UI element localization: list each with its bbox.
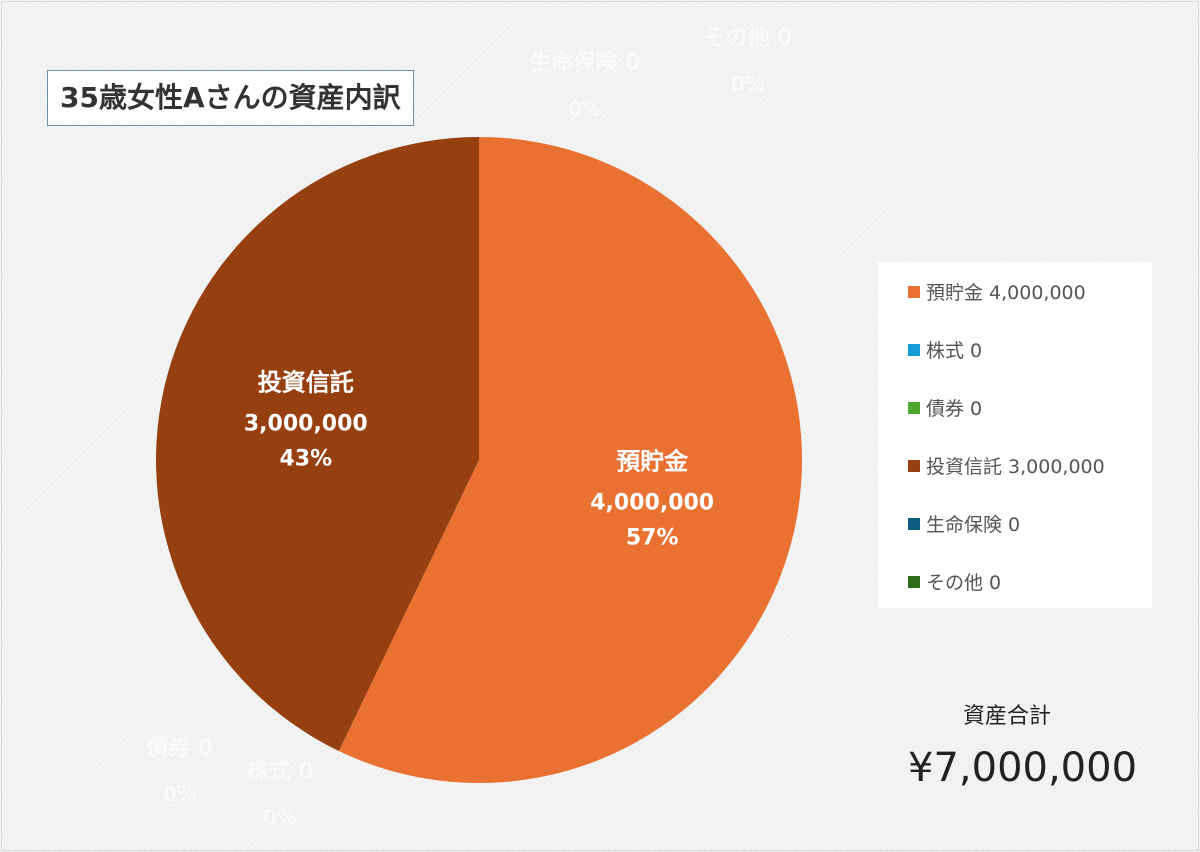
zero-slice-label: 債券 0: [146, 735, 214, 761]
zero-slice-label: 生命保険 0: [530, 50, 641, 76]
legend-item: 株式 0: [908, 336, 982, 363]
legend-item: 生命保険 0: [908, 510, 1020, 537]
zero-slice-percent: 0%: [263, 805, 297, 829]
legend-label: 預貯金 4,000,000: [926, 282, 1086, 304]
legend: 預貯金 4,000,000 株式 0 債券 0 投資信託 3,000,000 生命保険 …: [878, 262, 1152, 608]
slice-percent: 57%: [626, 526, 679, 551]
legend-item: その他 0: [908, 568, 1001, 595]
legend-swatch: [908, 459, 920, 472]
slice-percent: 43%: [279, 446, 332, 471]
slice-value: 3,000,000: [244, 411, 368, 436]
legend-item: 債券 0: [908, 394, 982, 421]
pie-slice-0: [338, 137, 803, 783]
slice-value: 4,000,000: [590, 491, 714, 516]
legend-swatch: [908, 575, 920, 588]
zero-slice-label: 株式 0: [247, 759, 314, 784]
zero-slice-percent: 0%: [163, 782, 197, 806]
legend-swatch: [908, 343, 920, 356]
total-value: ¥7,000,000: [908, 745, 1138, 791]
legend-label: 投資信託 3,000,000: [926, 456, 1105, 478]
slice-label: 投資信託: [258, 368, 354, 396]
legend-swatch: [908, 401, 920, 414]
legend-item: 投資信託 3,000,000: [908, 452, 1105, 479]
pie-slice-3: [156, 137, 479, 752]
legend-label: 債券 0: [926, 398, 983, 420]
zero-slice-percent: 0%: [731, 72, 765, 96]
legend-label: その他 0: [926, 572, 1002, 594]
zero-slice-label: その他 0: [704, 26, 793, 51]
legend-swatch: [908, 285, 920, 298]
slice-label: 預貯金: [616, 448, 689, 476]
legend-item: 預貯金 4,000,000: [908, 278, 1086, 305]
legend-label: 生命保険 0: [926, 514, 1021, 536]
legend-label: 株式 0: [926, 340, 983, 362]
legend-swatch: [908, 517, 920, 530]
zero-slice-percent: 0%: [568, 97, 602, 121]
chart-title: 35歳女性Aさんの資産内訳: [47, 70, 414, 126]
total-label: 資産合計: [963, 704, 1052, 729]
